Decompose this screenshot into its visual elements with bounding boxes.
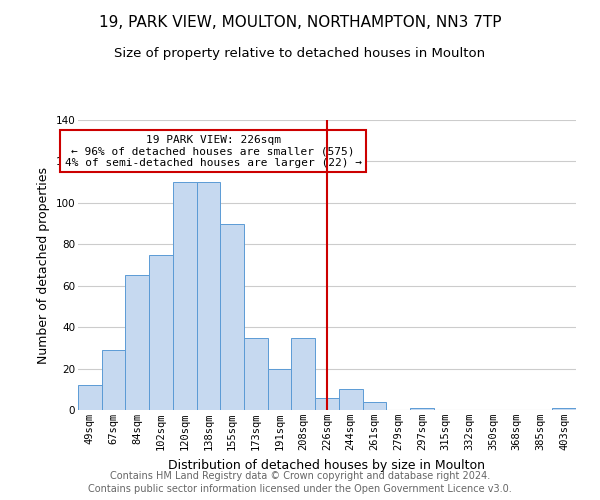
Bar	[292, 338, 315, 410]
Text: Contains HM Land Registry data © Crown copyright and database right 2024.: Contains HM Land Registry data © Crown c…	[110, 471, 490, 481]
Bar	[268, 368, 292, 410]
Bar	[410, 408, 434, 410]
Text: 19, PARK VIEW, MOULTON, NORTHAMPTON, NN3 7TP: 19, PARK VIEW, MOULTON, NORTHAMPTON, NN3…	[99, 15, 501, 30]
Text: Size of property relative to detached houses in Moulton: Size of property relative to detached ho…	[115, 48, 485, 60]
Y-axis label: Number of detached properties: Number of detached properties	[37, 166, 50, 364]
Text: Contains public sector information licensed under the Open Government Licence v3: Contains public sector information licen…	[88, 484, 512, 494]
X-axis label: Distribution of detached houses by size in Moulton: Distribution of detached houses by size …	[169, 458, 485, 471]
Bar	[173, 182, 197, 410]
Bar	[339, 390, 362, 410]
Bar	[149, 254, 173, 410]
Bar	[197, 182, 220, 410]
Bar	[244, 338, 268, 410]
Bar	[125, 276, 149, 410]
Bar	[220, 224, 244, 410]
Bar	[78, 385, 102, 410]
Bar	[102, 350, 125, 410]
Bar	[552, 408, 576, 410]
Bar	[362, 402, 386, 410]
Bar	[315, 398, 339, 410]
Text: 19 PARK VIEW: 226sqm
← 96% of detached houses are smaller (575)
4% of semi-detac: 19 PARK VIEW: 226sqm ← 96% of detached h…	[65, 134, 362, 168]
